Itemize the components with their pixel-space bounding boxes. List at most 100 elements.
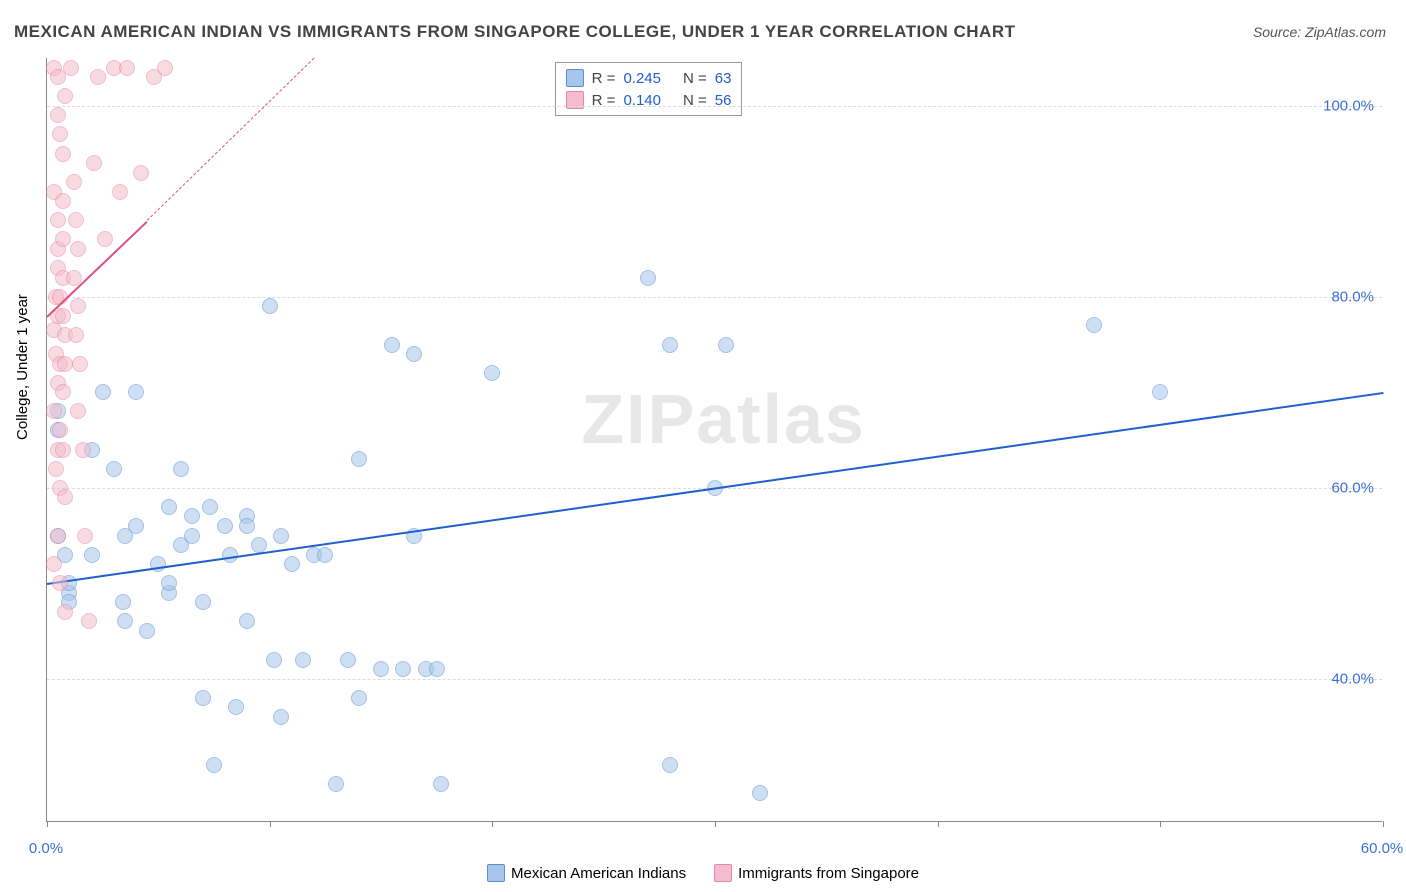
data-point <box>70 403 86 419</box>
data-point <box>55 442 71 458</box>
data-point <box>317 547 333 563</box>
data-point <box>128 384 144 400</box>
data-point <box>119 60 135 76</box>
data-point <box>139 623 155 639</box>
data-point <box>52 126 68 142</box>
y-tick-label: 40.0% <box>1331 670 1374 687</box>
y-tick-label: 100.0% <box>1323 97 1374 114</box>
data-point <box>484 365 500 381</box>
data-point <box>77 528 93 544</box>
legend-item: Mexican American Indians <box>487 864 686 882</box>
data-point <box>72 356 88 372</box>
data-point <box>1152 384 1168 400</box>
data-point <box>70 298 86 314</box>
data-point <box>55 231 71 247</box>
data-point <box>184 528 200 544</box>
regression-line-dashed <box>147 58 315 221</box>
data-point <box>66 174 82 190</box>
data-point <box>90 69 106 85</box>
x-tick <box>1160 821 1161 827</box>
data-point <box>55 146 71 162</box>
data-point <box>81 613 97 629</box>
legend-label: Immigrants from Singapore <box>738 865 919 882</box>
data-point <box>46 556 62 572</box>
data-point <box>406 346 422 362</box>
stat-r-label: R = <box>592 70 616 87</box>
x-tick <box>715 821 716 827</box>
regression-line <box>47 392 1383 585</box>
y-axis-label: College, Under 1 year <box>14 294 31 440</box>
data-point <box>57 88 73 104</box>
gridline-h <box>47 679 1382 680</box>
data-point <box>328 776 344 792</box>
data-point <box>202 499 218 515</box>
data-point <box>217 518 233 534</box>
data-point <box>84 547 100 563</box>
data-point <box>50 107 66 123</box>
legend-swatch <box>566 69 584 87</box>
data-point <box>48 461 64 477</box>
data-point <box>340 652 356 668</box>
data-point <box>112 184 128 200</box>
data-point <box>57 489 73 505</box>
data-point <box>55 384 71 400</box>
gridline-h <box>47 106 1382 107</box>
data-point <box>262 298 278 314</box>
data-point <box>228 699 244 715</box>
data-point <box>373 661 389 677</box>
y-tick-label: 60.0% <box>1331 479 1374 496</box>
data-point <box>128 518 144 534</box>
data-point <box>106 461 122 477</box>
data-point <box>63 60 79 76</box>
x-tick <box>492 821 493 827</box>
data-point <box>273 528 289 544</box>
data-point <box>46 403 62 419</box>
data-point <box>752 785 768 801</box>
data-point <box>68 212 84 228</box>
source-attribution: Source: ZipAtlas.com <box>1253 24 1386 40</box>
data-point <box>157 60 173 76</box>
data-point <box>70 241 86 257</box>
data-point <box>50 528 66 544</box>
gridline-h <box>47 297 1382 298</box>
data-point <box>239 518 255 534</box>
data-point <box>55 193 71 209</box>
data-point <box>184 508 200 524</box>
legend-swatch <box>487 864 505 882</box>
data-point <box>55 308 71 324</box>
data-point <box>115 594 131 610</box>
data-point <box>222 547 238 563</box>
data-point <box>57 604 73 620</box>
stat-n-value: 63 <box>715 70 732 87</box>
data-point <box>161 499 177 515</box>
data-point <box>266 652 282 668</box>
data-point <box>718 337 734 353</box>
data-point <box>195 690 211 706</box>
data-point <box>52 422 68 438</box>
data-point <box>433 776 449 792</box>
x-tick-label: 0.0% <box>29 840 63 857</box>
data-point <box>395 661 411 677</box>
data-point <box>68 327 84 343</box>
data-point <box>351 451 367 467</box>
x-tick <box>270 821 271 827</box>
chart-title: MEXICAN AMERICAN INDIAN VS IMMIGRANTS FR… <box>14 22 1016 42</box>
stat-n-label: N = <box>683 70 707 87</box>
data-point <box>351 690 367 706</box>
data-point <box>239 613 255 629</box>
data-point <box>295 652 311 668</box>
data-point <box>95 384 111 400</box>
data-point <box>97 231 113 247</box>
legend-item: Immigrants from Singapore <box>714 864 919 882</box>
bottom-legend: Mexican American Indians Immigrants from … <box>0 864 1406 882</box>
data-point <box>57 356 73 372</box>
x-tick <box>47 821 48 827</box>
data-point <box>117 613 133 629</box>
data-point <box>206 757 222 773</box>
data-point <box>173 461 189 477</box>
data-point <box>640 270 656 286</box>
stats-legend-row: R = 0.140N = 56 <box>566 89 732 111</box>
legend-label: Mexican American Indians <box>511 865 686 882</box>
plot-area: ZIPatlas R = 0.245N = 63R = 0.140N = 56 … <box>46 58 1382 822</box>
data-point <box>662 337 678 353</box>
